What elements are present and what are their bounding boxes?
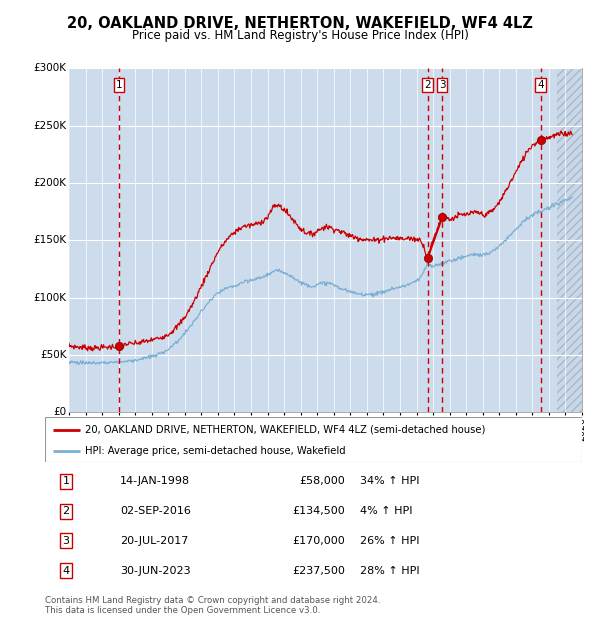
Text: 20, OAKLAND DRIVE, NETHERTON, WAKEFIELD, WF4 4LZ: 20, OAKLAND DRIVE, NETHERTON, WAKEFIELD,… xyxy=(67,16,533,30)
Text: HPI: Average price, semi-detached house, Wakefield: HPI: Average price, semi-detached house,… xyxy=(85,446,346,456)
Text: 30-JUN-2023: 30-JUN-2023 xyxy=(120,565,191,575)
Text: £300K: £300K xyxy=(34,63,67,73)
Text: 4: 4 xyxy=(538,79,544,90)
Text: 1: 1 xyxy=(116,79,122,90)
Text: £250K: £250K xyxy=(34,120,67,131)
Text: £200K: £200K xyxy=(34,178,67,188)
Text: Price paid vs. HM Land Registry's House Price Index (HPI): Price paid vs. HM Land Registry's House … xyxy=(131,29,469,42)
Text: 2: 2 xyxy=(424,79,431,90)
Bar xyxy=(557,68,582,412)
Text: £58,000: £58,000 xyxy=(299,476,345,486)
Text: 4: 4 xyxy=(62,565,70,575)
Text: 28% ↑ HPI: 28% ↑ HPI xyxy=(360,565,419,575)
Text: 26% ↑ HPI: 26% ↑ HPI xyxy=(360,536,419,546)
Text: £50K: £50K xyxy=(40,350,67,360)
Text: 4% ↑ HPI: 4% ↑ HPI xyxy=(360,506,413,516)
Text: £150K: £150K xyxy=(34,235,67,246)
Text: 20, OAKLAND DRIVE, NETHERTON, WAKEFIELD, WF4 4LZ (semi-detached house): 20, OAKLAND DRIVE, NETHERTON, WAKEFIELD,… xyxy=(85,425,485,435)
Text: £170,000: £170,000 xyxy=(292,536,345,546)
Text: 2: 2 xyxy=(62,506,70,516)
Text: 34% ↑ HPI: 34% ↑ HPI xyxy=(360,476,419,486)
Text: £134,500: £134,500 xyxy=(292,506,345,516)
Bar xyxy=(557,68,582,412)
Text: £237,500: £237,500 xyxy=(292,565,345,575)
Text: £0: £0 xyxy=(53,407,67,417)
Text: Contains HM Land Registry data © Crown copyright and database right 2024.
This d: Contains HM Land Registry data © Crown c… xyxy=(45,596,380,615)
Text: 3: 3 xyxy=(439,79,445,90)
Text: 20-JUL-2017: 20-JUL-2017 xyxy=(120,536,188,546)
Text: 14-JAN-1998: 14-JAN-1998 xyxy=(120,476,190,486)
Text: 02-SEP-2016: 02-SEP-2016 xyxy=(120,506,191,516)
Text: 3: 3 xyxy=(62,536,70,546)
Text: £100K: £100K xyxy=(34,293,67,303)
Text: 1: 1 xyxy=(62,476,70,486)
